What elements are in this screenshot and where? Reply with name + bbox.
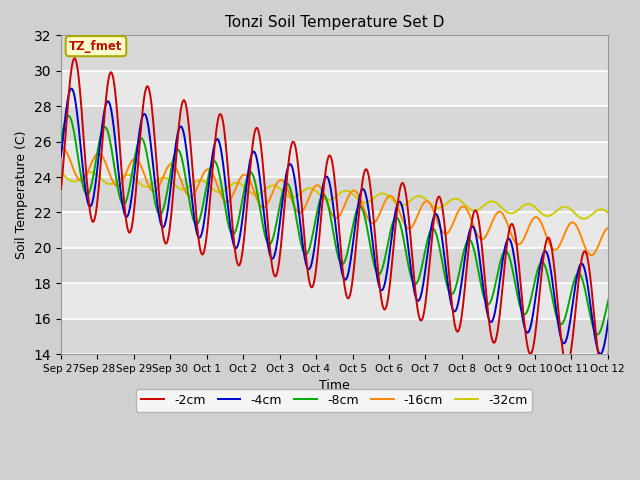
-4cm bbox=[57, 154, 65, 159]
-4cm bbox=[633, 362, 640, 368]
Bar bbox=[61, 213, 608, 248]
-8cm bbox=[630, 342, 637, 348]
Line: -8cm: -8cm bbox=[61, 116, 640, 345]
-2cm bbox=[285, 162, 292, 168]
-16cm bbox=[623, 258, 631, 264]
Line: -16cm: -16cm bbox=[61, 148, 640, 261]
-4cm bbox=[413, 298, 421, 304]
Line: -32cm: -32cm bbox=[61, 172, 640, 221]
Bar bbox=[61, 142, 608, 177]
-16cm bbox=[413, 213, 421, 218]
-8cm bbox=[262, 237, 270, 243]
-16cm bbox=[447, 227, 454, 232]
-16cm bbox=[262, 203, 270, 208]
-32cm bbox=[57, 170, 65, 176]
-8cm bbox=[57, 138, 65, 144]
Title: Tonzi Soil Temperature Set D: Tonzi Soil Temperature Set D bbox=[225, 15, 444, 30]
Line: -2cm: -2cm bbox=[61, 58, 640, 387]
-32cm bbox=[285, 193, 292, 199]
Bar bbox=[61, 36, 608, 71]
Bar bbox=[61, 319, 608, 354]
-32cm bbox=[617, 218, 625, 224]
-8cm bbox=[126, 181, 134, 187]
-32cm bbox=[87, 169, 95, 175]
-32cm bbox=[262, 186, 270, 192]
Bar bbox=[61, 71, 608, 106]
Bar bbox=[61, 248, 608, 283]
-16cm bbox=[234, 181, 241, 187]
-8cm bbox=[447, 291, 454, 297]
-2cm bbox=[636, 384, 640, 390]
-2cm bbox=[57, 186, 65, 192]
-2cm bbox=[413, 306, 421, 312]
X-axis label: Time: Time bbox=[319, 379, 349, 393]
-32cm bbox=[234, 180, 241, 186]
-2cm bbox=[262, 203, 270, 209]
-4cm bbox=[285, 163, 292, 169]
-32cm bbox=[413, 193, 421, 199]
-8cm bbox=[234, 222, 241, 228]
-4cm bbox=[68, 86, 76, 92]
-16cm bbox=[285, 188, 292, 194]
-4cm bbox=[447, 297, 454, 302]
-4cm bbox=[262, 231, 270, 237]
-8cm bbox=[285, 181, 292, 187]
-8cm bbox=[65, 113, 72, 119]
Text: TZ_fmet: TZ_fmet bbox=[69, 40, 123, 53]
-32cm bbox=[126, 172, 134, 178]
Bar bbox=[61, 283, 608, 319]
Line: -4cm: -4cm bbox=[61, 89, 640, 365]
Y-axis label: Soil Temperature (C): Soil Temperature (C) bbox=[15, 131, 28, 259]
-16cm bbox=[59, 145, 67, 151]
-32cm bbox=[447, 198, 454, 204]
-2cm bbox=[126, 229, 134, 235]
-4cm bbox=[234, 243, 241, 249]
-2cm bbox=[234, 261, 241, 266]
-2cm bbox=[71, 55, 79, 61]
-4cm bbox=[126, 204, 134, 209]
-2cm bbox=[447, 284, 454, 290]
Bar bbox=[61, 106, 608, 142]
-8cm bbox=[413, 279, 421, 285]
-16cm bbox=[126, 161, 134, 167]
Legend: -2cm, -4cm, -8cm, -16cm, -32cm: -2cm, -4cm, -8cm, -16cm, -32cm bbox=[136, 389, 532, 412]
Bar bbox=[61, 177, 608, 213]
-16cm bbox=[57, 145, 65, 151]
